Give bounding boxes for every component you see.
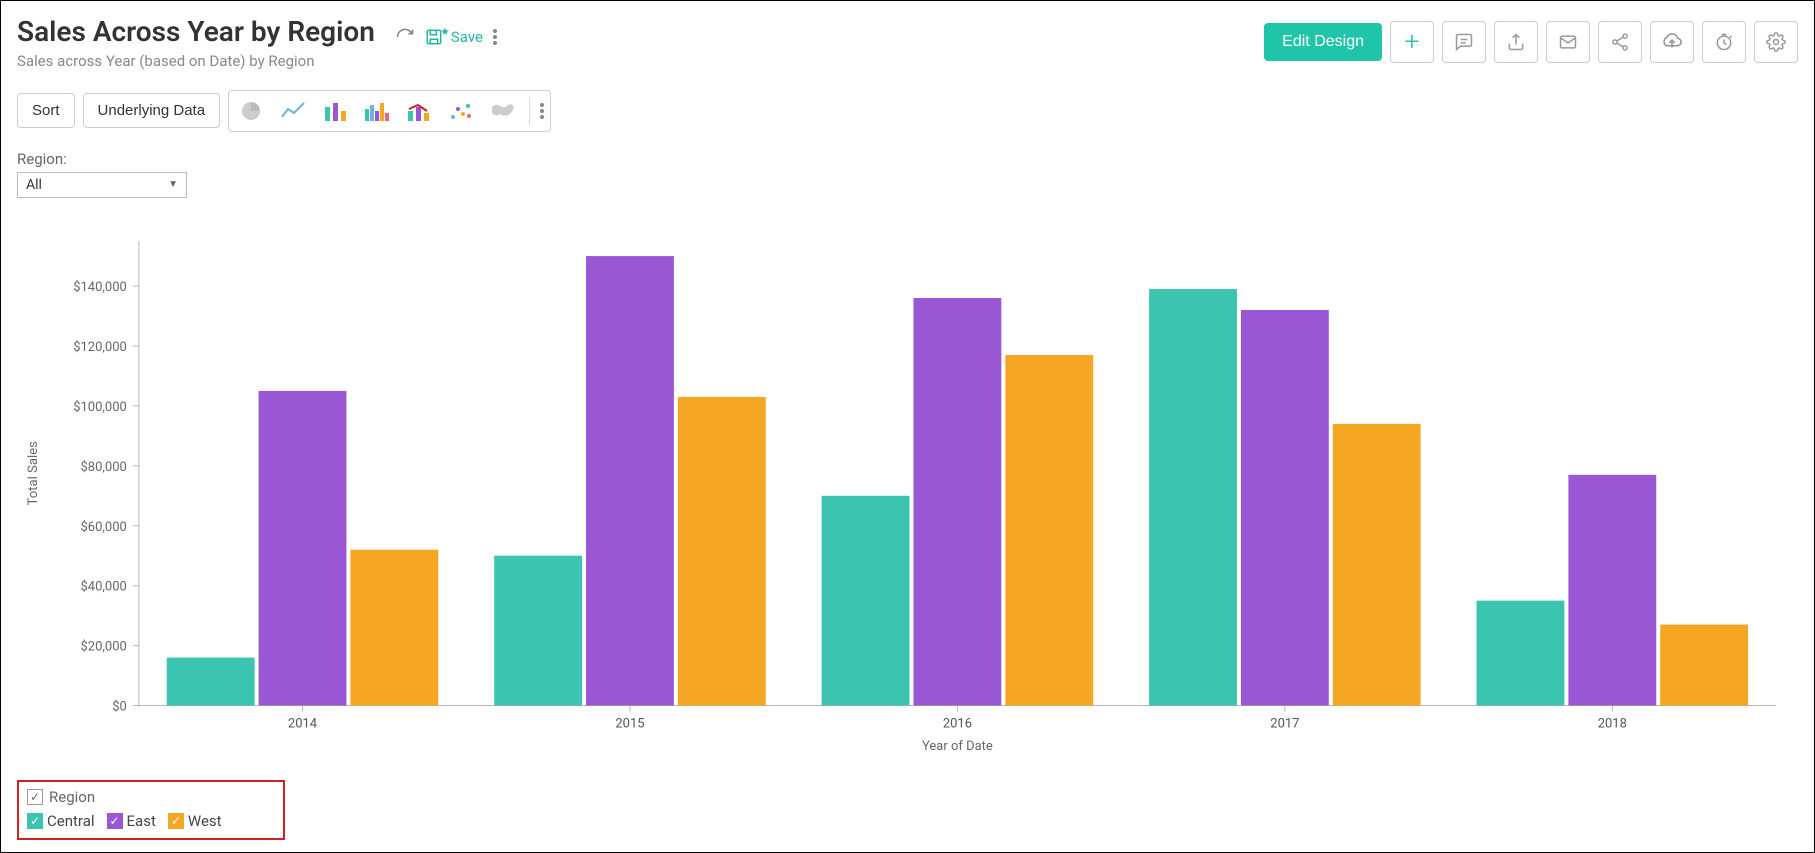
- legend-region-checkbox[interactable]: ✓: [27, 789, 43, 805]
- svg-text:$40,000: $40,000: [81, 580, 127, 595]
- region-filter-select[interactable]: All ▼: [17, 172, 187, 198]
- clock-icon[interactable]: [1702, 21, 1746, 63]
- svg-text:2015: 2015: [615, 717, 644, 732]
- save-button[interactable]: Save: [425, 28, 483, 46]
- more-menu-icon[interactable]: [489, 25, 501, 49]
- edit-design-button[interactable]: Edit Design: [1264, 23, 1382, 61]
- svg-text:2014: 2014: [288, 717, 318, 732]
- legend-item[interactable]: ✓East: [107, 812, 156, 830]
- add-button[interactable]: +: [1390, 21, 1434, 63]
- sales-chart: $0 $20,000 $40,000 $60,000 $80,000 $100,000 $1…: [19, 231, 1796, 756]
- sort-button[interactable]: Sort: [17, 93, 75, 128]
- chevron-down-icon: ▼: [168, 179, 178, 190]
- cloud-icon[interactable]: [1650, 21, 1694, 63]
- svg-text:$120,000: $120,000: [73, 340, 127, 355]
- svg-text:$140,000: $140,000: [73, 280, 127, 295]
- legend-swatch: ✓: [168, 813, 184, 829]
- save-label: Save: [451, 28, 483, 46]
- svg-text:$0: $0: [112, 700, 127, 715]
- underlying-data-button[interactable]: Underlying Data: [83, 93, 221, 128]
- pie-chart-icon[interactable]: [231, 95, 271, 127]
- svg-text:2016: 2016: [943, 717, 972, 732]
- line-chart-icon[interactable]: [273, 95, 313, 127]
- combo-chart-icon[interactable]: [399, 95, 439, 127]
- svg-text:2018: 2018: [1598, 717, 1627, 732]
- svg-text:$80,000: $80,000: [81, 460, 127, 475]
- legend-item[interactable]: ✓West: [168, 812, 222, 830]
- chart-type-group: [228, 90, 551, 132]
- svg-text:$100,000: $100,000: [73, 400, 127, 415]
- bar-chart-icon[interactable]: [315, 95, 355, 127]
- legend-label: Central: [47, 812, 95, 830]
- region-filter-label: Region:: [17, 150, 1798, 168]
- legend-box: ✓ Region ✓Central✓East✓West: [17, 780, 285, 840]
- legend-swatch: ✓: [27, 813, 43, 829]
- legend-label: West: [188, 812, 222, 830]
- legend-swatch: ✓: [107, 813, 123, 829]
- svg-text:Total Sales: Total Sales: [26, 441, 41, 506]
- refresh-icon[interactable]: [391, 23, 419, 51]
- chart-type-more-icon[interactable]: [536, 99, 548, 123]
- svg-text:2017: 2017: [1270, 717, 1299, 732]
- legend-title: Region: [49, 788, 95, 806]
- comment-icon[interactable]: [1442, 21, 1486, 63]
- column-chart-icon[interactable]: [357, 95, 397, 127]
- svg-text:$20,000: $20,000: [81, 640, 127, 655]
- gear-icon[interactable]: [1754, 21, 1798, 63]
- export-icon[interactable]: [1494, 21, 1538, 63]
- share-icon[interactable]: [1598, 21, 1642, 63]
- map-chart-icon[interactable]: [483, 95, 523, 127]
- svg-text:Year of Date: Year of Date: [922, 739, 993, 754]
- svg-text:$60,000: $60,000: [81, 520, 127, 535]
- mail-icon[interactable]: [1546, 21, 1590, 63]
- page-title: Sales Across Year by Region: [17, 17, 375, 48]
- page-subtitle: Sales across Year (based on Date) by Reg…: [17, 52, 375, 70]
- legend-label: East: [127, 812, 156, 830]
- scatter-chart-icon[interactable]: [441, 95, 481, 127]
- region-filter-value: All: [26, 177, 42, 193]
- legend-item[interactable]: ✓Central: [27, 812, 95, 830]
